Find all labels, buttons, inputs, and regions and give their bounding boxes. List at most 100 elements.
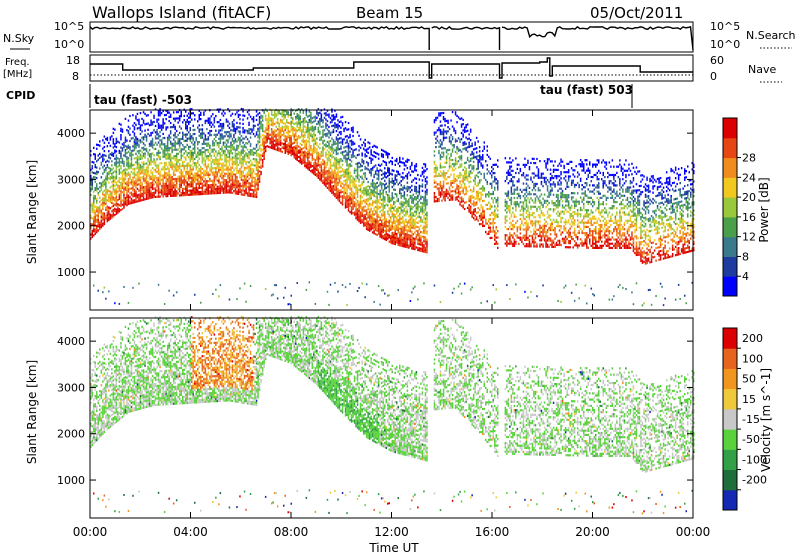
power-cell bbox=[191, 112, 193, 114]
power-cell bbox=[331, 169, 333, 171]
power-cell bbox=[300, 130, 302, 132]
power-cell bbox=[113, 199, 115, 201]
power-cell bbox=[202, 176, 204, 178]
power-cell bbox=[370, 197, 372, 199]
power-cell bbox=[339, 177, 341, 179]
power-cell bbox=[414, 223, 416, 225]
power-cell bbox=[402, 230, 404, 232]
power-cell bbox=[227, 191, 229, 193]
power-cell bbox=[381, 153, 383, 155]
power-cell bbox=[416, 209, 418, 211]
power-cell bbox=[262, 124, 264, 126]
power-cell bbox=[413, 212, 415, 214]
power-cell bbox=[413, 288, 415, 290]
power-cell bbox=[223, 125, 225, 127]
power-cell bbox=[346, 175, 348, 177]
power-cell bbox=[92, 234, 94, 236]
power-cell bbox=[211, 192, 213, 194]
power-cell bbox=[218, 182, 220, 184]
power-cell bbox=[224, 135, 226, 137]
power-cell bbox=[346, 177, 348, 179]
power-cell bbox=[114, 197, 116, 199]
power-cell bbox=[336, 113, 338, 115]
power-cell bbox=[179, 144, 181, 146]
power-cell bbox=[295, 156, 297, 158]
power-cell bbox=[236, 172, 238, 174]
power-cell bbox=[413, 194, 415, 196]
power-cell bbox=[224, 181, 226, 183]
power-cell bbox=[375, 196, 377, 198]
power-cell bbox=[373, 232, 375, 234]
power-cell bbox=[369, 209, 371, 211]
power-cell bbox=[411, 206, 413, 208]
power-cell bbox=[343, 130, 345, 132]
power-cell bbox=[200, 166, 202, 168]
power-cell bbox=[242, 152, 244, 154]
power-cell bbox=[301, 136, 303, 138]
power-cell bbox=[173, 174, 175, 176]
power-cell bbox=[301, 121, 303, 123]
power-cell bbox=[386, 183, 388, 185]
power-cell bbox=[358, 154, 360, 156]
power-cell bbox=[165, 183, 167, 185]
power-cell bbox=[348, 199, 350, 201]
power-cell bbox=[206, 174, 208, 176]
power-cell bbox=[107, 145, 109, 147]
power-cell bbox=[387, 194, 389, 196]
power-cell bbox=[294, 152, 296, 154]
power-cell bbox=[143, 120, 145, 122]
power-cell bbox=[253, 154, 255, 156]
power-cell bbox=[144, 163, 146, 165]
power-cell bbox=[322, 153, 324, 155]
power-cell bbox=[291, 148, 293, 150]
power-cell bbox=[319, 153, 321, 155]
power-cell bbox=[402, 195, 404, 197]
power-cell bbox=[173, 193, 175, 195]
power-cell bbox=[340, 158, 342, 160]
power-cell bbox=[316, 169, 318, 171]
power-cell bbox=[306, 148, 308, 150]
power-cell bbox=[401, 201, 403, 203]
power-cell bbox=[120, 138, 122, 140]
power-cell bbox=[215, 140, 217, 142]
power-cell bbox=[278, 148, 280, 150]
power-cell bbox=[165, 158, 167, 160]
power-cell bbox=[233, 123, 235, 125]
power-cell bbox=[233, 146, 235, 148]
power-cell bbox=[336, 159, 338, 161]
power-cell bbox=[360, 170, 362, 172]
power-cell bbox=[390, 227, 392, 229]
power-cell bbox=[379, 198, 381, 200]
power-cell bbox=[404, 185, 406, 187]
power-cell bbox=[396, 195, 398, 197]
cpid-left-text: tau (fast) -503 bbox=[94, 93, 192, 107]
power-cell bbox=[164, 162, 166, 164]
power-cell bbox=[143, 197, 145, 199]
power-cell bbox=[242, 164, 244, 166]
power-cell bbox=[226, 183, 228, 185]
power-cell bbox=[300, 143, 302, 145]
power-cell bbox=[168, 139, 170, 141]
power-cell bbox=[297, 146, 299, 148]
power-cell bbox=[99, 207, 101, 209]
power-cell bbox=[375, 218, 377, 220]
power-cell bbox=[95, 222, 97, 224]
power-cell bbox=[217, 165, 219, 167]
power-cell bbox=[135, 147, 137, 149]
power-cell bbox=[345, 200, 347, 202]
power-cell bbox=[152, 186, 154, 188]
power-cell bbox=[257, 142, 259, 144]
power-cell bbox=[92, 171, 94, 173]
power-cell bbox=[269, 138, 271, 140]
power-cell bbox=[137, 194, 139, 196]
power-cell bbox=[372, 215, 374, 217]
power-cell bbox=[241, 160, 243, 162]
power-cell bbox=[288, 130, 290, 132]
power-cell bbox=[110, 168, 112, 170]
power-cell bbox=[122, 177, 124, 179]
power-cell bbox=[381, 188, 383, 190]
power-cell bbox=[241, 139, 243, 141]
power-cell bbox=[357, 164, 359, 166]
power-cell bbox=[389, 168, 391, 170]
power-cell bbox=[132, 183, 134, 185]
